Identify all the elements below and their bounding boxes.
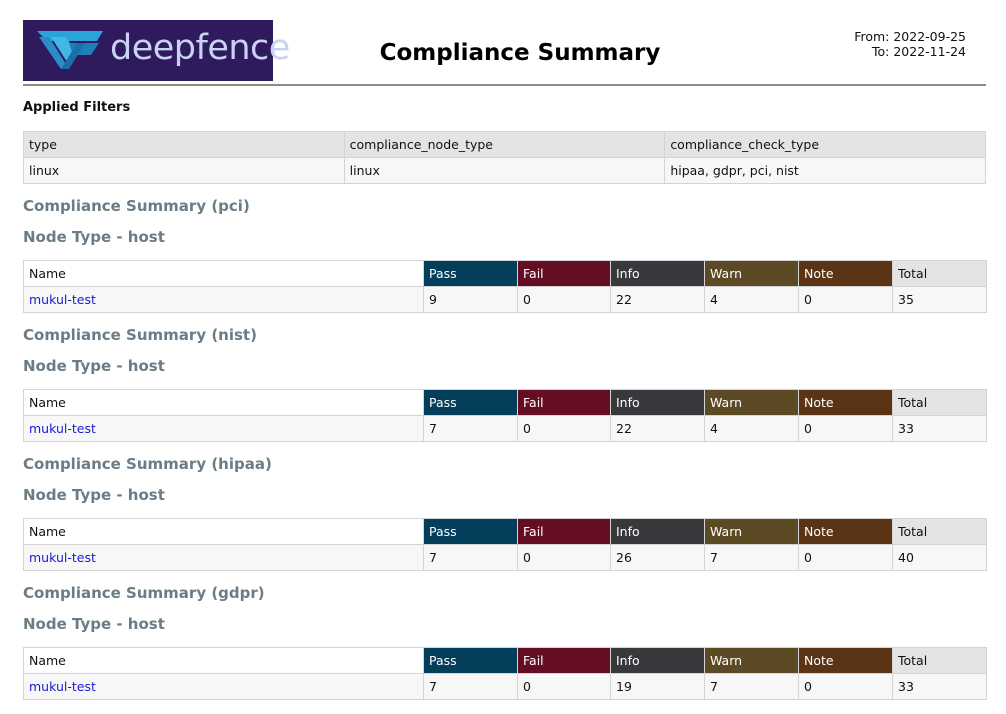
compliance-summary-table: Name Pass Fail Info Warn Note Total muku… (23, 518, 987, 571)
pass-count: 7 (423, 544, 518, 571)
warn-count: 7 (704, 673, 799, 700)
table-row: mukul-test 7 0 22 4 0 33 (23, 415, 987, 442)
column-header-total: Total (892, 389, 987, 416)
column-header-pass: Pass (423, 518, 518, 545)
table-header-row: Name Pass Fail Info Warn Note Total (23, 260, 987, 287)
node-name-link[interactable]: mukul-test (23, 544, 424, 571)
column-header-note: Note (798, 389, 893, 416)
total-count: 40 (892, 544, 987, 571)
note-count: 0 (798, 544, 893, 571)
column-header-name: Name (23, 260, 424, 287)
table-header-row: Name Pass Fail Info Warn Note Total (23, 647, 987, 674)
column-header-warn: Warn (704, 518, 799, 545)
column-header-warn: Warn (704, 389, 799, 416)
column-header-warn: Warn (704, 260, 799, 287)
note-count: 0 (798, 286, 893, 313)
column-header-total: Total (892, 518, 987, 545)
filter-column-header: type (23, 131, 345, 158)
column-header-fail: Fail (517, 647, 611, 674)
column-header-total: Total (892, 260, 987, 287)
column-header-pass: Pass (423, 389, 518, 416)
column-header-note: Note (798, 260, 893, 287)
node-name-link[interactable]: mukul-test (23, 673, 424, 700)
warn-count: 7 (704, 544, 799, 571)
table-row: mukul-test 9 0 22 4 0 35 (23, 286, 987, 313)
compliance-summary-table: Name Pass Fail Info Warn Note Total muku… (23, 647, 987, 700)
fail-count: 0 (517, 415, 611, 442)
table-row: mukul-test 7 0 19 7 0 33 (23, 673, 987, 700)
column-header-info: Info (610, 260, 705, 287)
node-name-link[interactable]: mukul-test (23, 286, 424, 313)
pass-count: 9 (423, 286, 518, 313)
table-row: mukul-test 7 0 26 7 0 40 (23, 544, 987, 571)
applied-filters-table: type compliance_node_type compliance_che… (23, 131, 986, 184)
report-header: deepfence Compliance Summary From: 2022-… (0, 0, 1006, 86)
info-count: 19 (610, 673, 705, 700)
total-count: 35 (892, 286, 987, 313)
pass-count: 7 (423, 673, 518, 700)
section-title: Compliance Summary (gdpr) (23, 584, 265, 602)
table-header-row: Name Pass Fail Info Warn Note Total (23, 518, 987, 545)
column-header-total: Total (892, 647, 987, 674)
filter-column-header: compliance_check_type (664, 131, 986, 158)
info-count: 26 (610, 544, 705, 571)
applied-filters-title: Applied Filters (23, 100, 131, 115)
fail-count: 0 (517, 286, 611, 313)
warn-count: 4 (704, 286, 799, 313)
note-count: 0 (798, 673, 893, 700)
warn-count: 4 (704, 415, 799, 442)
deepfence-logo: deepfence (23, 20, 290, 81)
column-header-note: Note (798, 647, 893, 674)
filter-value: hipaa, gdpr, pci, nist (664, 157, 986, 184)
column-header-name: Name (23, 389, 424, 416)
compliance-summary-table: Name Pass Fail Info Warn Note Total muku… (23, 389, 987, 442)
date-to: To: 2022-11-24 (872, 43, 966, 59)
total-count: 33 (892, 415, 987, 442)
info-count: 22 (610, 415, 705, 442)
note-count: 0 (798, 415, 893, 442)
column-header-name: Name (23, 518, 424, 545)
column-header-fail: Fail (517, 389, 611, 416)
node-type-title: Node Type - host (23, 615, 165, 633)
date-from: From: 2022-09-25 (854, 29, 966, 44)
section-title: Compliance Summary (nist) (23, 326, 257, 344)
table-header-row: Name Pass Fail Info Warn Note Total (23, 389, 987, 416)
fail-count: 0 (517, 544, 611, 571)
column-header-pass: Pass (423, 647, 518, 674)
compliance-summary-table: Name Pass Fail Info Warn Note Total muku… (23, 260, 987, 313)
node-type-title: Node Type - host (23, 486, 165, 504)
column-header-pass: Pass (423, 260, 518, 287)
table-row: linux linux hipaa, gdpr, pci, nist (23, 157, 986, 184)
table-header-row: type compliance_node_type compliance_che… (23, 131, 986, 158)
total-count: 33 (892, 673, 987, 700)
column-header-warn: Warn (704, 647, 799, 674)
section-title: Compliance Summary (hipaa) (23, 455, 272, 473)
filter-column-header: compliance_node_type (343, 131, 666, 158)
column-header-fail: Fail (517, 260, 611, 287)
filter-value: linux (343, 157, 666, 184)
header-divider (23, 84, 986, 86)
fail-count: 0 (517, 673, 611, 700)
column-header-name: Name (23, 647, 424, 674)
pass-count: 7 (423, 415, 518, 442)
logo-text: deepfence (110, 28, 290, 68)
page-title: Compliance Summary (379, 40, 661, 66)
column-header-info: Info (610, 389, 705, 416)
filter-value: linux (23, 157, 345, 184)
node-type-title: Node Type - host (23, 357, 165, 375)
info-count: 22 (610, 286, 705, 313)
column-header-note: Note (798, 518, 893, 545)
date-range: From: 2022-09-25 To: 2022-11-24 (854, 29, 966, 59)
column-header-fail: Fail (517, 518, 611, 545)
node-type-title: Node Type - host (23, 228, 165, 246)
column-header-info: Info (610, 518, 705, 545)
node-name-link[interactable]: mukul-test (23, 415, 424, 442)
column-header-info: Info (610, 647, 705, 674)
section-title: Compliance Summary (pci) (23, 197, 250, 215)
deepfence-logo-icon (37, 31, 103, 69)
